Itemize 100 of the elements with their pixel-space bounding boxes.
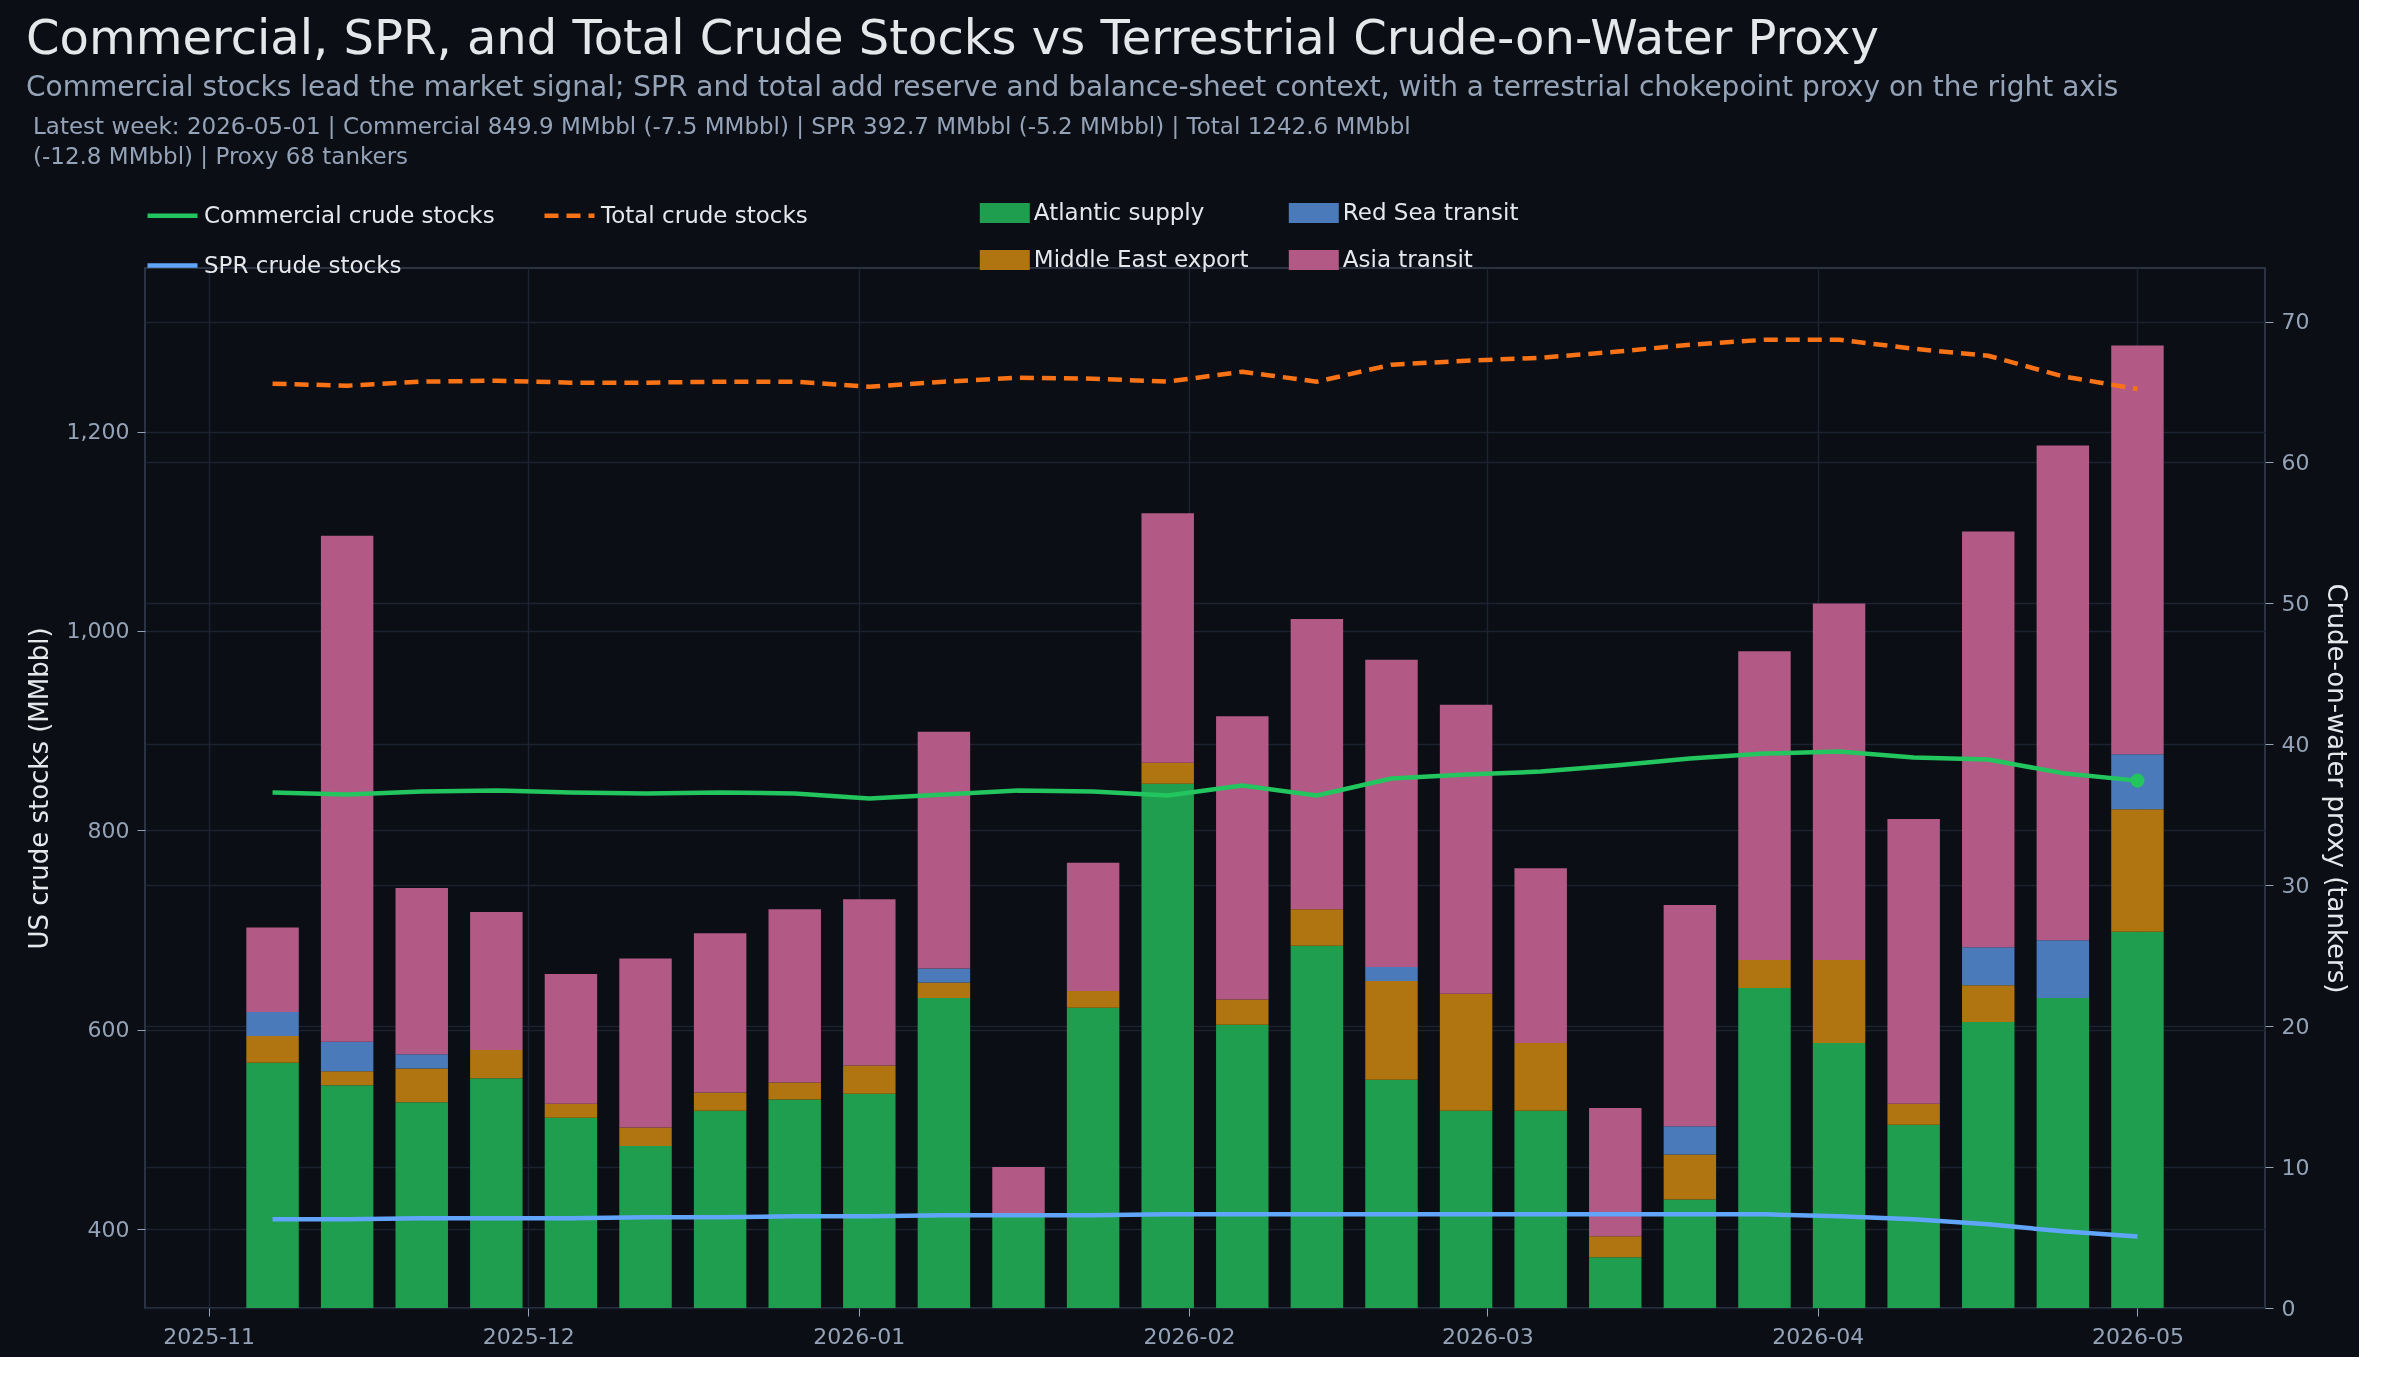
line-series <box>270 1212 2140 1239</box>
bar <box>1514 1110 1567 1308</box>
bar <box>619 958 672 1128</box>
bar <box>320 535 374 1042</box>
x-tick-label: 2025-12 <box>482 1323 575 1349</box>
bar <box>1290 945 1344 1308</box>
chart-title: Commercial, SPR, and Total Crude Stocks vs Terrestrial Crude-on-Water Proxy <box>26 9 1879 65</box>
bar <box>246 1012 299 1037</box>
bar <box>544 974 598 1104</box>
bar <box>1216 1024 1269 1308</box>
y-tick-label: 800 <box>87 817 130 843</box>
bar <box>1738 651 1791 960</box>
bar <box>320 1071 374 1086</box>
y-tick-label: 1,000 <box>66 618 130 644</box>
bar <box>1066 990 1120 1008</box>
bar <box>1663 1199 1717 1308</box>
bar <box>768 1082 821 1100</box>
chart-subtitle: Commercial stocks lead the market signal; SPR and total add reserve and balance-sheet context, with a terrestrial chokepoint proxy on the right axis <box>26 70 2119 103</box>
bar <box>1365 659 1418 967</box>
bar <box>1887 1103 1940 1125</box>
bar <box>1812 603 1866 960</box>
bar <box>1365 1079 1418 1308</box>
bar <box>470 912 523 1051</box>
bar <box>246 1036 299 1063</box>
bar <box>1589 1257 1642 1308</box>
legend-label: SPR crude stocks <box>204 251 402 278</box>
x-tick-label: 2026-01 <box>813 1323 906 1349</box>
bar <box>1663 1126 1717 1155</box>
bar <box>768 1099 821 1308</box>
bar <box>917 982 971 998</box>
bar <box>1962 947 2015 986</box>
bar <box>768 909 821 1083</box>
bar <box>1216 716 1269 1000</box>
legend-label: Red Sea transit <box>1342 199 1519 225</box>
bar <box>2111 931 2164 1308</box>
y2-tick-label: 30 <box>2281 872 2310 898</box>
bar <box>1962 531 2015 948</box>
y-tick-label: 400 <box>87 1216 130 1242</box>
bar <box>1514 1043 1567 1111</box>
bar <box>1589 1236 1642 1258</box>
bar <box>1066 1007 1120 1308</box>
bar <box>917 997 971 1308</box>
y2-axis-title: Crude-on-water proxy (tankers) <box>2322 583 2353 994</box>
bar <box>395 1102 448 1308</box>
bar <box>470 1050 523 1079</box>
bar <box>843 899 896 1066</box>
y2-tick-label: 10 <box>2281 1154 2310 1180</box>
y-tick-label: 1,200 <box>66 419 130 445</box>
bar <box>1812 1043 1866 1308</box>
bar <box>1439 704 1493 994</box>
bar <box>619 1127 672 1146</box>
bar <box>470 1078 523 1308</box>
y-tick-label: 600 <box>87 1017 130 1043</box>
bar <box>395 1068 448 1103</box>
bar <box>395 888 448 1055</box>
y2-tick-label: 0 <box>2281 1295 2296 1321</box>
x-tick-label: 2025-11 <box>163 1323 256 1349</box>
bar <box>992 1216 1045 1308</box>
text: Latest week: 2026-05-01 | Commercial 849.9 MMbbl (-7.5 MMbbl) | SPR 392.7 MMbbl (-5.2 MMbbl) | Total 1242.6 MMbbl (-12.8 MMbbl) | Proxy 68 tankers <box>33 113 1411 169</box>
bar <box>1141 762 1194 784</box>
bar <box>1514 868 1567 1044</box>
x-tick-label: 2026-05 <box>2091 1323 2184 1349</box>
y2-tick-label: 40 <box>2281 731 2310 757</box>
y2-tick-label: 70 <box>2281 309 2310 335</box>
x-tick-label: 2026-02 <box>1143 1323 1236 1349</box>
bar <box>1216 999 1269 1025</box>
bar <box>1887 819 1940 1104</box>
bar <box>320 1085 374 1308</box>
bar <box>2111 345 2164 755</box>
bar <box>619 1145 672 1308</box>
bar <box>246 1062 299 1308</box>
bar <box>246 927 299 1013</box>
bar <box>1589 1107 1642 1237</box>
bar <box>1439 1110 1493 1308</box>
bar <box>1663 904 1717 1127</box>
bar <box>544 1117 598 1308</box>
bar <box>1738 988 1791 1308</box>
bar <box>1365 966 1418 982</box>
bar <box>843 1093 896 1308</box>
bar <box>1887 1124 1940 1308</box>
y2-tick-label: 60 <box>2281 449 2310 475</box>
legend-label: Total crude stocks <box>600 201 808 228</box>
x-tick-label: 2026-04 <box>1772 1323 1865 1349</box>
bar <box>1290 618 1344 910</box>
line-series <box>270 337 2140 392</box>
bar <box>1738 959 1791 989</box>
y-axis-title: US crude stocks (MMbbl) <box>23 627 54 950</box>
bar <box>2036 445 2090 941</box>
bar <box>1290 909 1344 946</box>
bar <box>917 968 971 983</box>
bar <box>1066 862 1120 991</box>
bar <box>1663 1154 1717 1200</box>
legend-label: Commercial crude stocks <box>204 201 495 228</box>
bar <box>395 1054 448 1069</box>
bar <box>693 1092 747 1111</box>
legend-label: Asia transit <box>1342 246 1473 272</box>
bar <box>693 933 747 1093</box>
bar <box>843 1065 896 1094</box>
bar <box>2036 997 2090 1308</box>
y2-tick-label: 50 <box>2281 590 2310 616</box>
